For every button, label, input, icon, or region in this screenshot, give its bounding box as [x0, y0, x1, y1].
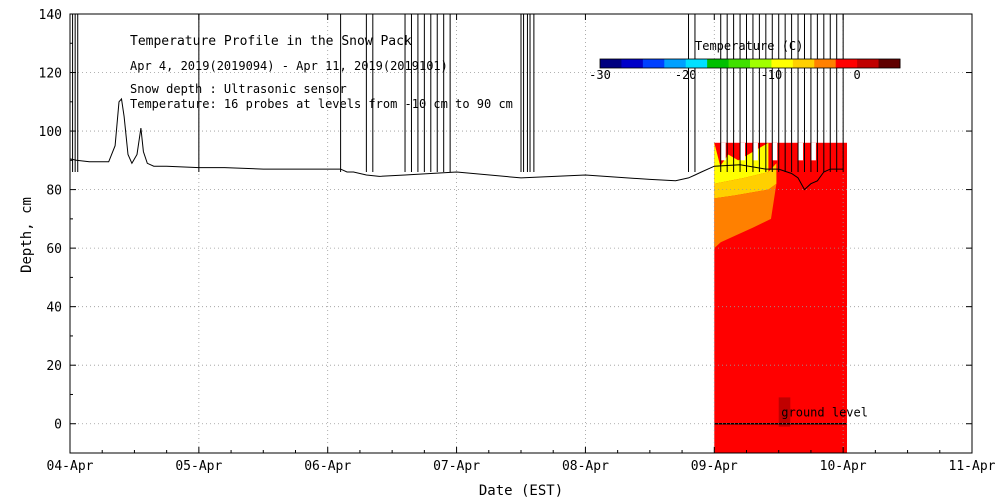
info-line-temperature: Temperature: 16 probes at levels from -1…	[130, 97, 513, 111]
heatmap-gap-5	[810, 142, 816, 161]
heatmap-gap-4	[798, 142, 804, 161]
legend-tick-label: 0	[854, 68, 861, 82]
legend-swatch	[707, 59, 730, 68]
y-tick-label: 20	[46, 359, 62, 374]
legend-tick-label: -10	[761, 68, 783, 82]
legend-swatch	[814, 59, 837, 68]
x-tick-label: 09-Apr	[691, 459, 738, 474]
x-tick-label: 06-Apr	[304, 459, 351, 474]
legend-swatch	[857, 59, 880, 68]
ground-level-label: ground level	[781, 405, 868, 419]
heatmap-gap-1	[740, 142, 746, 161]
legend-tick-label: -30	[589, 68, 611, 82]
temperature-legend: Temperature (C) -30 -20 -10 0	[589, 39, 901, 82]
x-axis-label: Date (EST)	[479, 483, 563, 499]
x-tick-label: 11-Apr	[949, 459, 996, 474]
legend-swatch	[642, 59, 665, 68]
x-tick-label: 10-Apr	[820, 459, 867, 474]
heatmap-layer-gold	[714, 163, 777, 199]
x-tick-label: 07-Apr	[433, 459, 480, 474]
legend-swatch	[878, 59, 901, 68]
x-tick-label: 05-Apr	[175, 459, 222, 474]
legend-swatch	[771, 59, 794, 68]
info-line-snow-depth: Snow depth : Ultrasonic sensor	[130, 82, 347, 96]
heatmap-gap-2	[752, 142, 758, 161]
legend-tick-label: -20	[675, 68, 697, 82]
legend-title: Temperature (C)	[695, 39, 803, 53]
sensor-spikes	[72, 14, 844, 173]
x-tick-label: 08-Apr	[562, 459, 609, 474]
heatmap-layer-orange	[714, 183, 777, 249]
legend-swatch	[600, 59, 622, 68]
legend-swatch	[750, 59, 772, 68]
y-tick-label: 40	[46, 301, 62, 316]
snow-depth-series	[69, 97, 844, 191]
heatmap-gap-3	[772, 142, 778, 161]
legend-swatch	[835, 59, 858, 68]
x-tick-label: 04-Apr	[47, 459, 94, 474]
y-tick-label: 120	[39, 67, 62, 82]
legend-swatch	[728, 59, 751, 68]
y-tick-label: 140	[39, 8, 62, 23]
chart-subtitle: Apr 4, 2019(2019094) - Apr 11, 2019(2019…	[130, 59, 448, 73]
y-tick-label: 80	[46, 184, 62, 199]
legend-swatch	[792, 59, 815, 68]
snow-depth-line	[69, 97, 844, 191]
y-tick-label: 60	[46, 242, 62, 257]
legend-swatch	[685, 59, 708, 68]
temperature-heatmap: ground level	[714, 142, 868, 454]
heatmap-ground-probe	[778, 397, 791, 427]
heatmap-gap-0	[720, 142, 726, 161]
y-tick-label: 100	[39, 125, 62, 140]
y-axis-label: Depth, cm	[19, 197, 35, 273]
chart-title: Temperature Profile in the Snow Pack	[130, 34, 412, 49]
y-tick-label: 0	[54, 418, 62, 433]
x-axis-ticks: 04-Apr 05-Apr 06-Apr 07-Apr 08-Apr 09-Apr 10-A…	[47, 14, 996, 474]
legend-frame	[599, 58, 901, 69]
legend-swatch	[664, 59, 687, 68]
y-axis-ticks: 0 20 40 60 80 100 120 140	[39, 8, 972, 454]
legend-swatch	[621, 59, 644, 68]
